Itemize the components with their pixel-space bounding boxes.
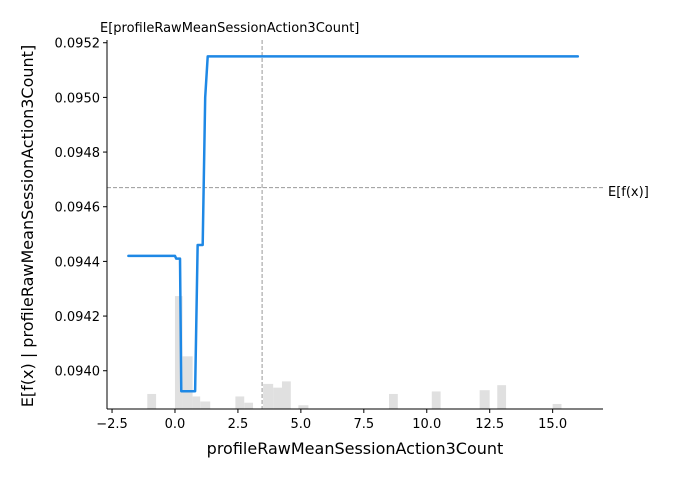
histogram-bar [388, 393, 398, 409]
x-tick-label: 15.0 [538, 417, 567, 432]
histogram-layer [147, 296, 562, 409]
x-ticks: −2.5 0.0 2.5 5.0 7.5 10.0 12.5 15.0 [96, 409, 567, 432]
axes [106, 40, 603, 410]
y-tick-label: 0.0946 [55, 201, 101, 216]
y-tick-label: 0.0944 [55, 255, 101, 270]
x-tick-label: 7.5 [353, 417, 374, 432]
x-tick-label: 10.0 [412, 417, 441, 432]
vertical-ref-label: E[profileRawMeanSessionAction3Count] [100, 21, 359, 36]
y-axis-label: E[f(x) | profileRawMeanSessionAction3Cou… [18, 45, 37, 407]
y-ticks: 0.0940 0.0942 0.0944 0.0946 0.0948 0.0950 0.09… [55, 37, 107, 380]
reference-lines [107, 40, 603, 409]
histogram-bar [552, 403, 562, 409]
histogram-bar [298, 405, 309, 409]
histogram-bar [182, 356, 193, 409]
histogram-bar [244, 402, 254, 409]
histogram-bar [174, 296, 183, 409]
x-tick-label: −2.5 [96, 417, 128, 432]
x-tick-label: 0.0 [165, 417, 186, 432]
y-tick-label: 0.0948 [55, 146, 101, 161]
horizontal-ref-label: E[f(x)] [608, 185, 649, 200]
histogram-bar [431, 391, 441, 409]
y-tick-label: 0.0950 [55, 91, 101, 106]
x-axis-label: profileRawMeanSessionAction3Count [207, 439, 504, 458]
histogram-bar [235, 396, 245, 409]
x-tick-label: 2.5 [228, 417, 249, 432]
histogram-bar [192, 396, 201, 409]
histogram-bar [200, 401, 211, 409]
y-tick-label: 0.0942 [55, 310, 101, 325]
histogram-bar [273, 387, 282, 409]
histogram-bar [147, 393, 157, 409]
histogram-bar [263, 383, 274, 409]
dependence-line [127, 55, 580, 393]
y-tick-label: 0.0940 [55, 365, 101, 380]
series-layer [127, 55, 580, 393]
histogram-bar [497, 385, 507, 409]
histogram-bar [281, 381, 291, 409]
x-tick-label: 12.5 [475, 417, 504, 432]
y-tick-label: 0.0952 [55, 37, 101, 52]
histogram-bar [479, 390, 490, 409]
x-tick-label: 5.0 [291, 417, 312, 432]
